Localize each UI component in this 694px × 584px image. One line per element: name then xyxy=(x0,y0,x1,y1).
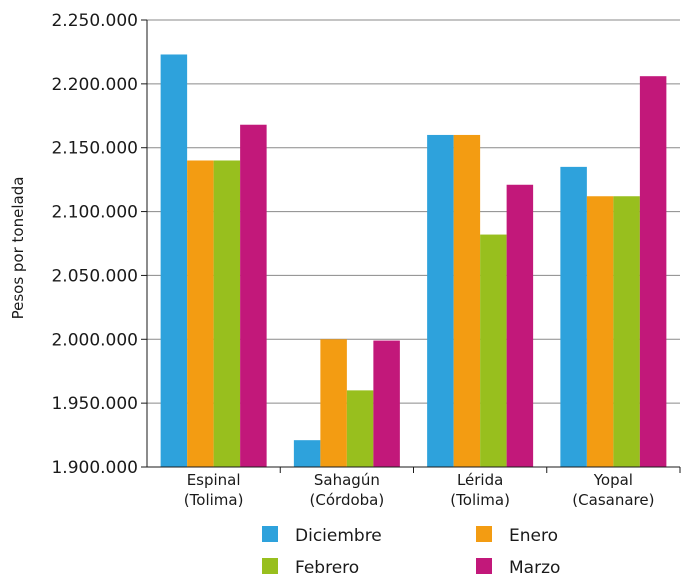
bar-diciembre xyxy=(427,134,454,467)
bar-enero xyxy=(187,160,214,467)
x-tick-labels: Espinal (Tolima) Sahagún (Córdoba) Lérida (To… xyxy=(184,467,681,509)
bar-marzo xyxy=(373,340,400,467)
bar-febrero xyxy=(480,234,507,467)
x-tick-label: Sahagún (Córdoba) xyxy=(310,471,385,509)
bars xyxy=(160,54,667,468)
bar-diciembre xyxy=(293,440,321,467)
legend-label: Diciembre xyxy=(295,526,382,546)
legend-swatch xyxy=(262,526,278,542)
y-tick-label: 2.200.000 xyxy=(51,75,138,95)
legend-label: Enero xyxy=(509,526,558,546)
y-tick-label: 1.900.000 xyxy=(51,458,138,478)
legend: Diciembre Enero Febrero Marzo xyxy=(262,526,560,578)
y-tick-label: 2.100.000 xyxy=(51,203,138,223)
bar-febrero xyxy=(346,390,374,467)
legend-swatch xyxy=(476,558,492,574)
x-tick-label: Espinal (Tolima) xyxy=(184,471,244,509)
y-axis-label: Pesos por tonelada xyxy=(9,177,27,320)
legend-swatch xyxy=(476,526,492,542)
legend-label: Marzo xyxy=(509,558,560,578)
x-tick-label: Yopal (Casanare) xyxy=(572,471,654,509)
bar-marzo xyxy=(506,184,534,467)
bar-febrero xyxy=(613,196,640,467)
bar-enero xyxy=(586,196,614,467)
x-tick-label: Lérida (Tolima) xyxy=(450,471,510,509)
y-tick-label: 2.050.000 xyxy=(51,266,138,286)
bar-enero xyxy=(320,339,347,467)
bar-marzo xyxy=(639,76,667,468)
y-tick-label: 2.250.000 xyxy=(51,11,138,31)
bar-diciembre xyxy=(160,54,188,468)
bar-enero xyxy=(453,134,481,467)
y-tick-label: 2.150.000 xyxy=(51,139,138,159)
bar-febrero xyxy=(213,160,241,467)
legend-label: Febrero xyxy=(295,558,359,578)
y-tick-labels: 1.900.000 1.950.000 2.000.000 2.050.000 2.10… xyxy=(51,11,147,478)
legend-swatch xyxy=(262,558,278,574)
y-tick-label: 1.950.000 xyxy=(51,394,138,414)
bar-diciembre xyxy=(560,166,587,467)
bar-marzo xyxy=(240,124,267,468)
y-tick-label: 2.000.000 xyxy=(51,330,138,350)
